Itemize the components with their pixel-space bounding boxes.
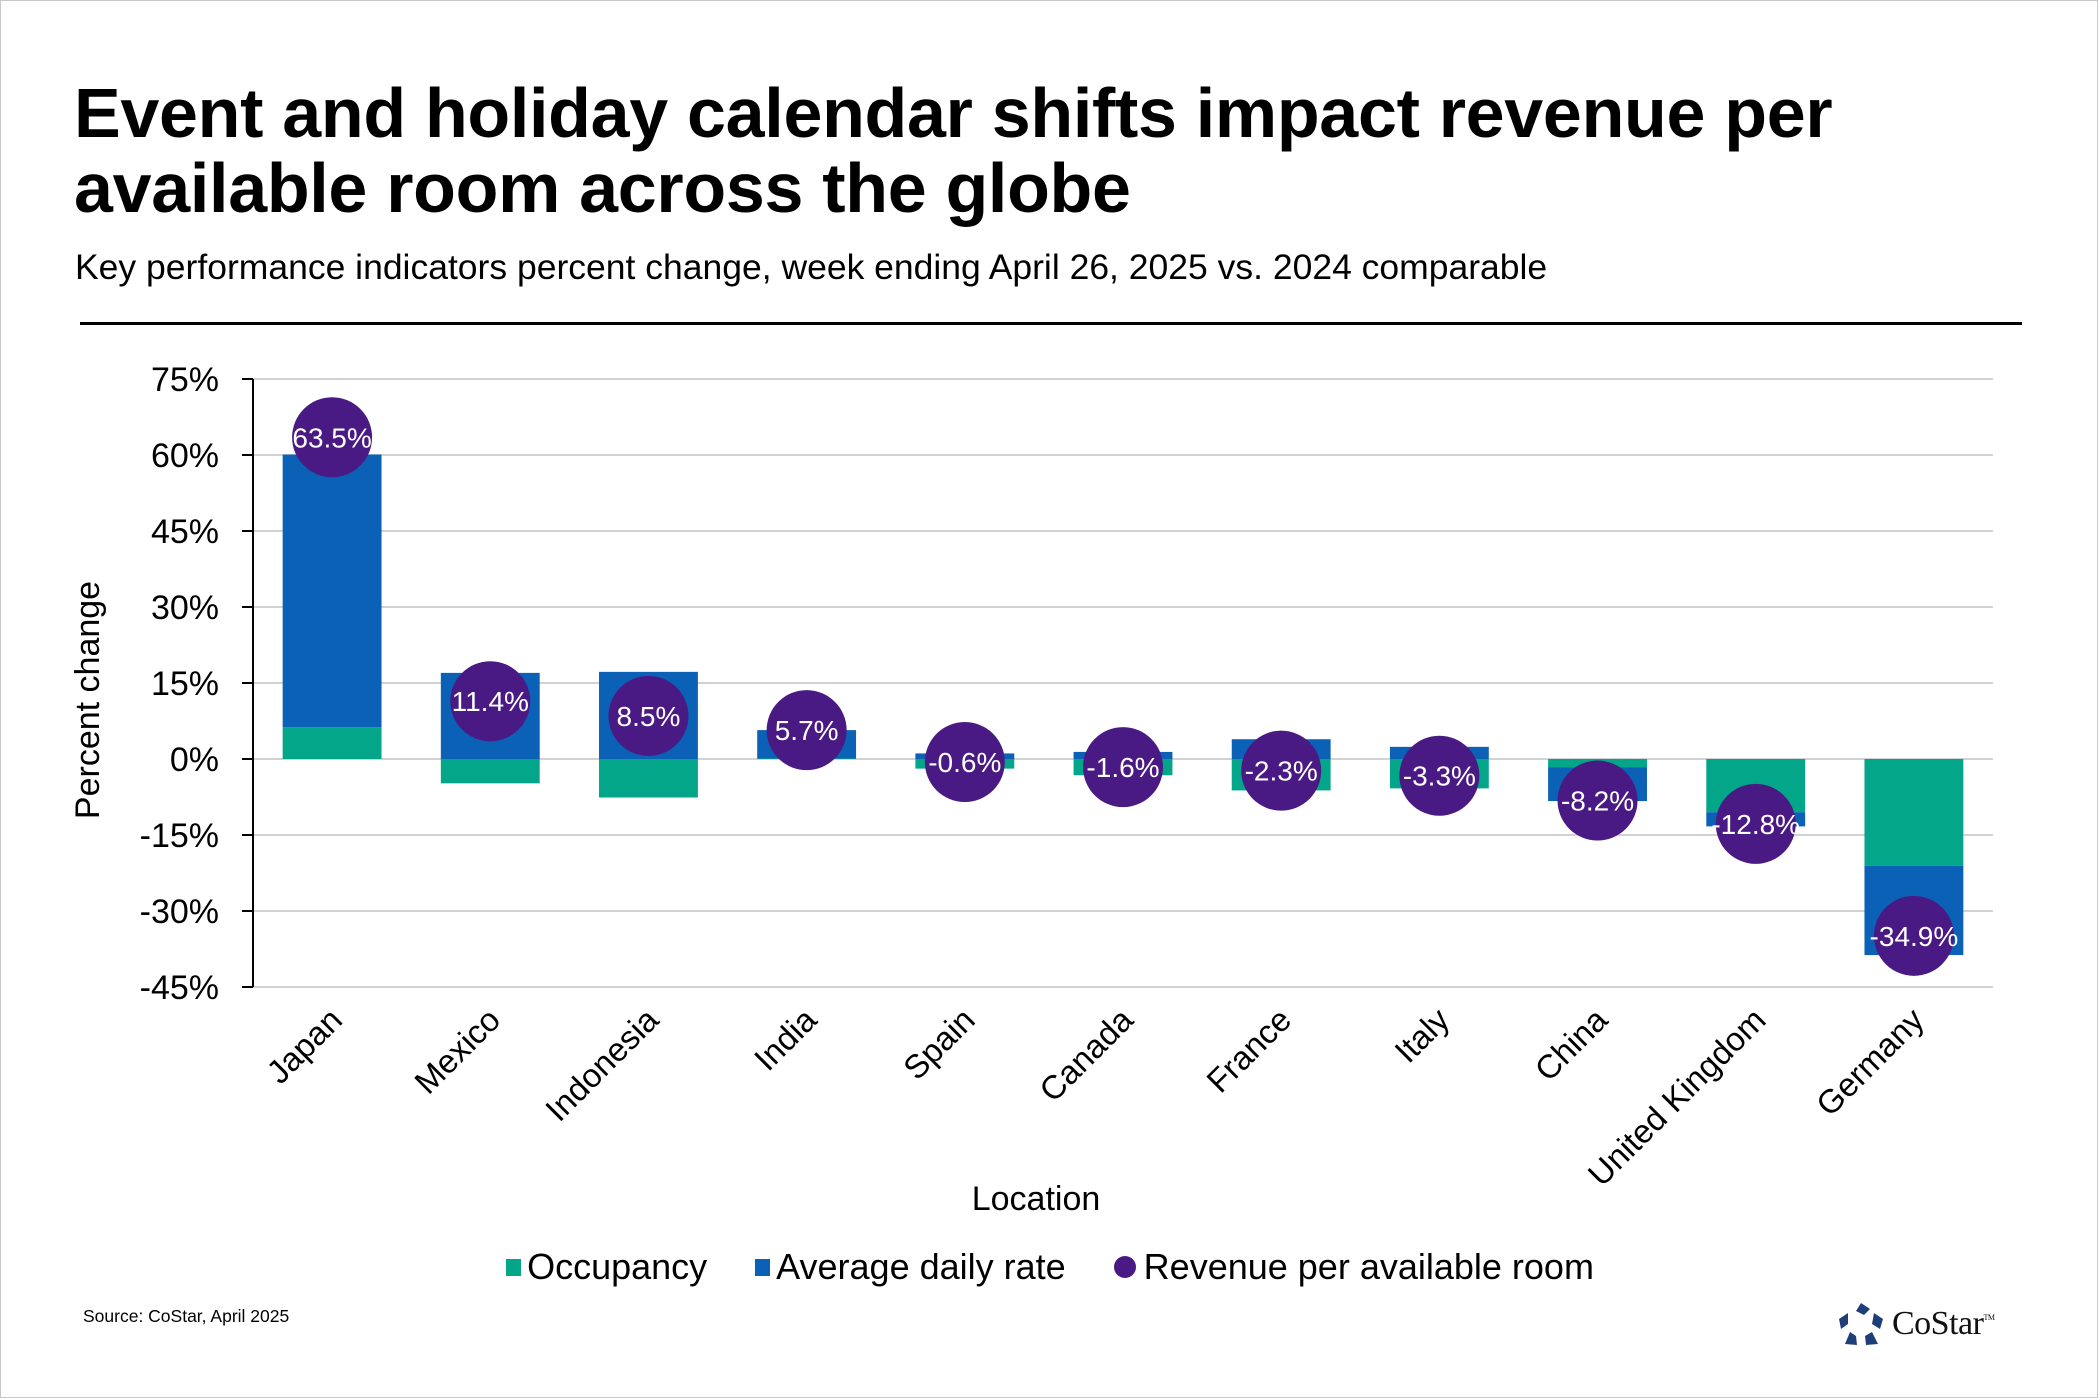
revpar-marker bbox=[1241, 730, 1322, 811]
y-tick-label: 45% bbox=[151, 513, 219, 551]
revpar-marker bbox=[1083, 727, 1163, 808]
bars bbox=[282, 454, 1964, 956]
y-tick-label: -15% bbox=[140, 817, 219, 855]
chart-title: Event and holiday calendar shifts impact… bbox=[74, 74, 1833, 227]
legend-item-adr: Average daily rate bbox=[755, 1246, 1066, 1288]
title-divider bbox=[80, 322, 2022, 325]
y-tick-label: 15% bbox=[151, 665, 219, 703]
x-tick-label: China bbox=[1527, 1000, 1615, 1088]
x-tick-label: India bbox=[747, 1000, 824, 1077]
revpar-markers: 63.5% 11.4% 8.5% 5.7% -0.6% -1.6% -2.3% -3.3% -8… bbox=[292, 397, 1958, 976]
revpar-marker bbox=[1399, 735, 1480, 816]
y-tick-label: 30% bbox=[151, 589, 219, 627]
legend-label: Average daily rate bbox=[776, 1246, 1066, 1287]
costar-star-icon bbox=[1839, 1303, 1883, 1345]
x-axis-title: Location bbox=[972, 1180, 1101, 1218]
revpar-data-label: -34.9% bbox=[1870, 921, 1959, 952]
adr-swatch-icon bbox=[755, 1258, 771, 1276]
costar-logo: CoStarTM bbox=[1838, 1302, 1995, 1346]
y-tick-label: 75% bbox=[151, 361, 219, 399]
occupancy-swatch-icon bbox=[506, 1258, 522, 1276]
chart-subtitle: Key performance indicators percent chang… bbox=[75, 247, 1548, 287]
revpar-marker bbox=[608, 675, 689, 756]
revpar-data-label: -3.3% bbox=[1403, 761, 1476, 792]
y-tick-label: 60% bbox=[151, 437, 219, 475]
y-tick-label: -30% bbox=[140, 893, 219, 931]
x-tick-label: Japan bbox=[259, 1001, 349, 1091]
occupancy-bar bbox=[599, 759, 698, 798]
legend: Occupancy Average daily rate Revenue per… bbox=[0, 1246, 2100, 1288]
grid-lines bbox=[253, 378, 1993, 988]
occupancy-bar bbox=[1864, 759, 1964, 866]
trademark-mark: TM bbox=[1983, 1313, 1995, 1322]
x-tick-label: Germany bbox=[1809, 1000, 1931, 1122]
revpar-marker bbox=[924, 722, 1005, 803]
revpar-marker bbox=[766, 690, 847, 771]
x-tick-label: France bbox=[1199, 1001, 1298, 1100]
chart-plot: 75% 60% 45% 30% 15% 0% -15% -30% -45% 63.5% 11.4%… bbox=[69, 361, 1993, 1218]
y-axis-ticks: 75% 60% 45% 30% 15% 0% -15% -30% -45% bbox=[140, 361, 253, 1007]
x-tick-label: Spain bbox=[896, 1001, 982, 1087]
adr-bar bbox=[282, 454, 382, 728]
revpar-data-label: 8.5% bbox=[617, 701, 681, 732]
revpar-data-label: 11.4% bbox=[452, 686, 529, 717]
x-tick-label: Mexico bbox=[407, 1001, 507, 1101]
revpar-marker bbox=[450, 661, 531, 742]
revpar-marker bbox=[1715, 783, 1796, 864]
x-tick-label: Canada bbox=[1032, 1000, 1140, 1108]
revpar-dot-icon bbox=[1113, 1256, 1136, 1278]
revpar-data-label: -8.2% bbox=[1561, 786, 1634, 817]
x-tick-label: Indonesia bbox=[538, 1000, 666, 1128]
revpar-marker bbox=[292, 397, 373, 478]
revpar-data-label: 63.5% bbox=[292, 422, 371, 453]
source-note: Source: CoStar, April 2025 bbox=[83, 1306, 290, 1326]
revpar-data-label: -12.8% bbox=[1711, 809, 1800, 840]
logo-wordmark: CoStar bbox=[1892, 1305, 1984, 1342]
revpar-data-label: -2.3% bbox=[1245, 756, 1318, 787]
revpar-data-label: -1.6% bbox=[1086, 752, 1159, 783]
logo-text: CoStarTM bbox=[1892, 1305, 1995, 1343]
x-axis-labels: Japan Mexico Indonesia India Spain Canada Fran… bbox=[259, 1000, 1931, 1193]
legend-label: Revenue per available room bbox=[1143, 1246, 1594, 1287]
occupancy-bar bbox=[440, 759, 540, 784]
revpar-data-label: 5.7% bbox=[775, 715, 839, 746]
revpar-data-label: -0.6% bbox=[928, 747, 1001, 778]
y-axis-title: Percent change bbox=[69, 581, 107, 819]
occupancy-bar bbox=[282, 727, 382, 759]
x-tick-label: Italy bbox=[1387, 1000, 1456, 1069]
legend-label: Occupancy bbox=[527, 1246, 708, 1287]
legend-item-occupancy: Occupancy bbox=[506, 1246, 707, 1288]
y-tick-label: 0% bbox=[170, 741, 219, 779]
y-tick-label: -45% bbox=[140, 969, 219, 1007]
revpar-marker bbox=[1873, 895, 1954, 976]
legend-item-revpar: Revenue per available room bbox=[1113, 1246, 1594, 1288]
revpar-marker bbox=[1557, 760, 1638, 841]
